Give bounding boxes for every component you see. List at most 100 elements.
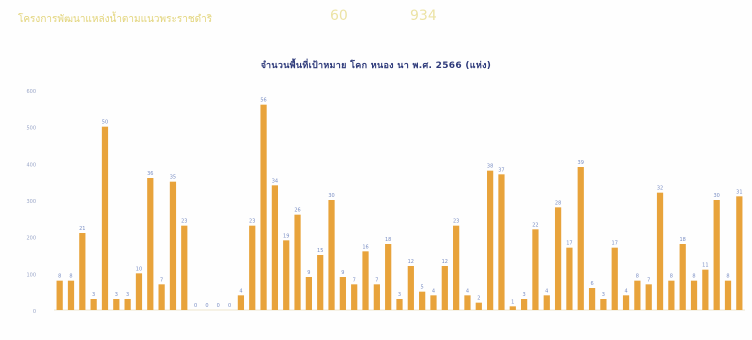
bar (453, 225, 460, 310)
data-label: 30 (713, 193, 719, 199)
chart-title: จำนวนพื้นที่เป้าหมาย โคก หนอง นา พ.ศ. 25… (260, 61, 492, 71)
bar (713, 200, 720, 310)
bar (577, 167, 584, 310)
data-label: 18 (680, 237, 686, 243)
data-label: 12 (442, 259, 448, 265)
bar (169, 181, 177, 310)
bar (373, 284, 380, 310)
bar (419, 291, 426, 310)
bar (464, 295, 471, 310)
data-label: 17 (566, 241, 572, 247)
data-label: 12 (408, 259, 414, 265)
data-label: 5 (421, 285, 424, 291)
bar (158, 284, 165, 310)
bar (181, 225, 188, 310)
bar (260, 104, 267, 311)
data-label: 8 (69, 274, 72, 280)
bar (339, 277, 346, 310)
bar (305, 277, 312, 310)
bar (520, 299, 528, 310)
bar (656, 192, 664, 310)
data-label: 2 (477, 296, 480, 302)
data-label: 23 (181, 219, 187, 225)
bar (271, 185, 279, 310)
data-label: 11 (702, 263, 708, 269)
bar (328, 200, 335, 310)
data-label: 6 (590, 281, 593, 287)
bar (588, 288, 596, 310)
data-label: 39 (578, 160, 584, 166)
data-label: 17 (612, 241, 618, 247)
bar (430, 295, 437, 310)
data-label: 0 (217, 303, 220, 309)
data-label: 50 (102, 120, 108, 126)
data-label: 23 (453, 219, 459, 225)
data-label: 35 (170, 175, 176, 181)
bar (475, 302, 482, 310)
bar (634, 280, 641, 310)
bar (124, 299, 131, 310)
bar (724, 280, 732, 310)
data-label: 38 (487, 164, 493, 170)
data-label: 9 (341, 270, 344, 276)
bar (622, 295, 630, 310)
data-label: 7 (353, 277, 356, 283)
data-label: 7 (647, 277, 650, 283)
data-label: 4 (239, 288, 242, 294)
data-label: 31 (736, 189, 742, 195)
bar (385, 244, 392, 310)
bar (283, 240, 290, 310)
data-label: 9 (307, 270, 310, 276)
bar (113, 299, 120, 310)
data-label: 7 (375, 277, 378, 283)
data-label: 10 (136, 266, 142, 272)
bar (668, 280, 675, 310)
bar (90, 299, 97, 310)
header-value-2: 934 (410, 8, 437, 24)
data-label: 37 (498, 167, 504, 173)
bar (690, 280, 698, 310)
header-value-1: 60 (330, 8, 348, 24)
bar (736, 196, 743, 310)
y-tick-label: 500 (26, 126, 36, 132)
bar (611, 247, 618, 310)
data-label: 36 (147, 171, 153, 177)
data-label: 22 (532, 222, 538, 228)
bar (135, 273, 143, 310)
bar (237, 295, 245, 310)
data-label: 34 (272, 178, 278, 184)
y-tick-label: 200 (26, 236, 36, 242)
data-label: 16 (362, 244, 368, 250)
data-label: 21 (79, 226, 85, 232)
bar (554, 207, 562, 310)
bar (532, 229, 539, 310)
bar (543, 295, 550, 310)
data-label: 8 (636, 274, 639, 280)
data-label: 56 (260, 98, 266, 104)
data-label: 30 (328, 193, 334, 199)
data-label: 3 (398, 292, 401, 298)
data-label: 28 (555, 200, 561, 206)
bar (509, 306, 516, 310)
data-label: 7 (160, 277, 163, 283)
data-label: 0 (194, 303, 197, 309)
bar (487, 170, 494, 310)
data-label: 4 (466, 288, 469, 294)
header-bar: โครงการพัฒนาแหล่งน้ำตามแนวพระราชดำริ 60 … (0, 8, 752, 34)
data-label: 3 (126, 292, 129, 298)
y-tick-label: 400 (26, 162, 36, 168)
data-label: 3 (92, 292, 95, 298)
data-label: 0 (205, 303, 208, 309)
data-label: 15 (317, 248, 323, 254)
bar (645, 284, 652, 310)
bar (679, 244, 686, 310)
data-label: 3 (602, 292, 605, 298)
data-label: 8 (726, 274, 729, 280)
data-label: 0 (228, 303, 231, 309)
y-tick-label: 300 (26, 199, 36, 205)
data-label: 4 (432, 288, 435, 294)
bar (249, 225, 256, 310)
bar (101, 126, 109, 310)
data-label: 19 (283, 233, 289, 239)
